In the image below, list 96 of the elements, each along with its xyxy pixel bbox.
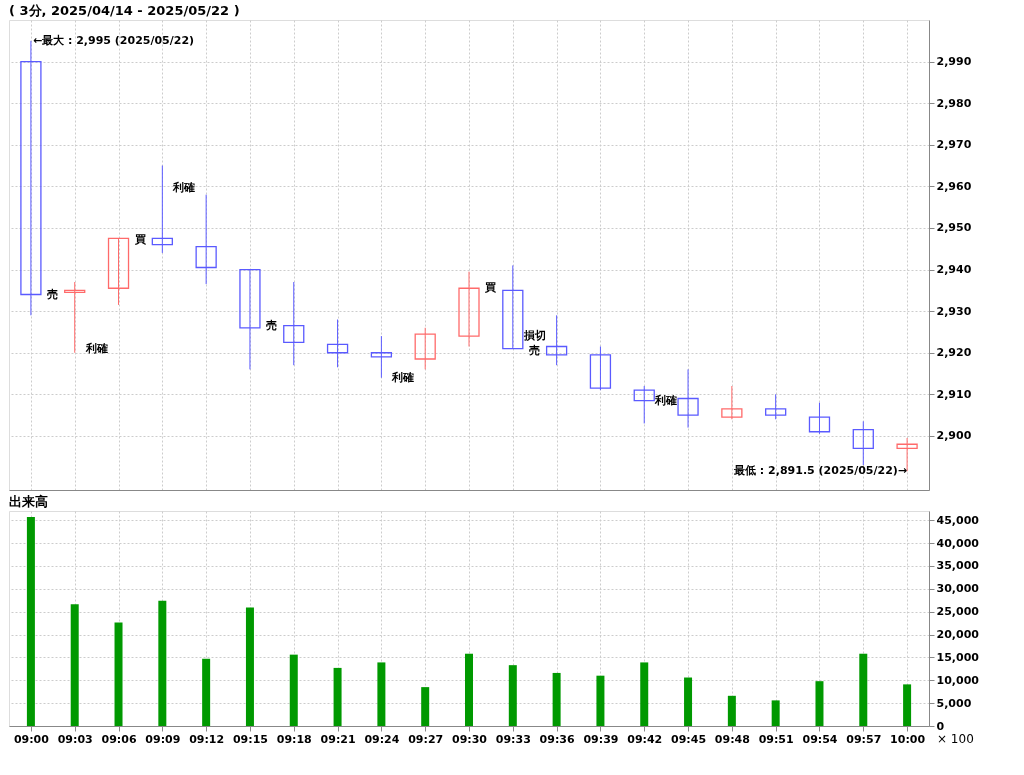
x-tick-label: 09:21: [320, 732, 356, 746]
annotation: 利確: [84, 341, 108, 355]
y-tick-label: 2,980: [936, 96, 972, 110]
x-tick-label: 09:18: [276, 732, 312, 746]
y-tick-label: 2,990: [936, 55, 972, 69]
bar: [421, 687, 430, 726]
annotation: 損切: [522, 329, 546, 343]
chart-title: ( 3分, 2025/04/14 - 2025/05/22 ): [9, 3, 240, 18]
candlestick: [239, 268, 261, 370]
y-tick-label: 0: [936, 719, 945, 733]
annotation: 買: [133, 233, 146, 247]
x-tick-label: 09:06: [101, 732, 137, 746]
annotation: 売: [529, 343, 541, 357]
annotation: 買: [484, 281, 497, 295]
candlestick: [808, 402, 831, 435]
annotation: 利確: [391, 370, 415, 384]
candlestick: [721, 385, 743, 420]
x-tick-label: 09:00: [13, 732, 50, 746]
candlestick: [677, 368, 699, 429]
bar: [289, 654, 298, 726]
x-tick-label: 09:54: [802, 732, 838, 746]
y-tick-label: 15,000: [936, 650, 980, 664]
text: × 100: [937, 732, 974, 746]
y-tick-label: 25,000: [936, 605, 980, 619]
bar: [596, 675, 605, 726]
y-tick-label: 2,920: [936, 346, 972, 360]
bar: [684, 677, 693, 726]
candlestick: [852, 420, 874, 466]
candlestick: [589, 346, 612, 391]
bar: [640, 662, 649, 726]
annotation: 売: [266, 318, 278, 332]
y-tick-label: 45,000: [936, 513, 980, 527]
bar: [333, 667, 342, 726]
bar: [465, 653, 473, 726]
x-tick-label: 09:42: [627, 732, 663, 746]
candlestick: [326, 318, 349, 368]
bar: [158, 600, 167, 726]
bar: [727, 695, 736, 726]
bar: [903, 684, 912, 726]
candlestick: [151, 165, 173, 254]
y-tick-label: 2,970: [936, 138, 972, 152]
bar: [202, 658, 211, 726]
candlestick: [64, 281, 86, 354]
x-tick-label: 09:57: [846, 732, 882, 746]
x-tick-label: 09:48: [714, 732, 750, 746]
x-tick-label: 09:45: [671, 732, 707, 746]
candlestick: [765, 393, 787, 420]
annotation: 最低 : 2,891.5 (2025/05/22)→: [733, 464, 908, 478]
y-tick-label: 20,000: [936, 628, 980, 642]
candlestick: [458, 271, 480, 347]
y-tick-label: 2,940: [936, 263, 972, 277]
bar: [859, 653, 868, 726]
y-tick-label: 2,950: [936, 221, 972, 235]
y-tick-label: 2,900: [936, 429, 972, 443]
candlestick: [283, 281, 305, 366]
bar: [815, 681, 824, 726]
bar: [771, 700, 780, 726]
x-tick-label: 09:12: [189, 732, 225, 746]
x-tick-label: 09:51: [758, 732, 794, 746]
y-tick-label: 5,000: [936, 696, 972, 710]
annotation: 利確: [172, 181, 196, 195]
x-tick-label: 09:03: [57, 732, 93, 746]
x-tick-label: 09:39: [583, 732, 619, 746]
x-tick-label: 09:36: [539, 732, 575, 746]
y-tick-label: 10,000: [936, 673, 980, 687]
y-tick-label: 2,910: [936, 387, 972, 401]
x-tick-label: 09:27: [408, 732, 444, 746]
y-tick-label: 35,000: [936, 559, 980, 573]
candlestick: [195, 194, 217, 285]
bar: [70, 604, 79, 726]
candlestick: [502, 264, 524, 350]
bar: [245, 607, 254, 726]
annotation: ←最大 : 2,995 (2025/05/22): [32, 33, 195, 47]
x-tick-label: 09:24: [364, 732, 400, 746]
x-tick-label: 09:33: [495, 732, 531, 746]
x-tick-label: 09:15: [232, 732, 268, 746]
candlestick: [414, 327, 436, 370]
x-tick-label: 10:00: [890, 732, 926, 746]
x-tick-label: 09:30: [451, 732, 488, 746]
y-tick-label: 40,000: [936, 536, 980, 550]
candlestick: [633, 385, 655, 424]
bar: [508, 665, 517, 726]
annotation: 利確: [654, 393, 678, 407]
candlestick: [545, 314, 568, 366]
y-tick-label: 30,000: [936, 582, 980, 596]
y-tick-label: 2,960: [936, 179, 972, 193]
bar: [377, 662, 386, 726]
x-tick-label: 09:09: [145, 732, 181, 746]
bar: [552, 672, 561, 726]
annotation: 売: [47, 287, 59, 301]
y-tick-label: 2,930: [936, 304, 972, 318]
bar: [26, 516, 35, 726]
candlestick: [370, 335, 393, 379]
candlestick: [107, 237, 130, 306]
chart-title: 出来高: [9, 494, 48, 509]
bar: [114, 622, 123, 726]
